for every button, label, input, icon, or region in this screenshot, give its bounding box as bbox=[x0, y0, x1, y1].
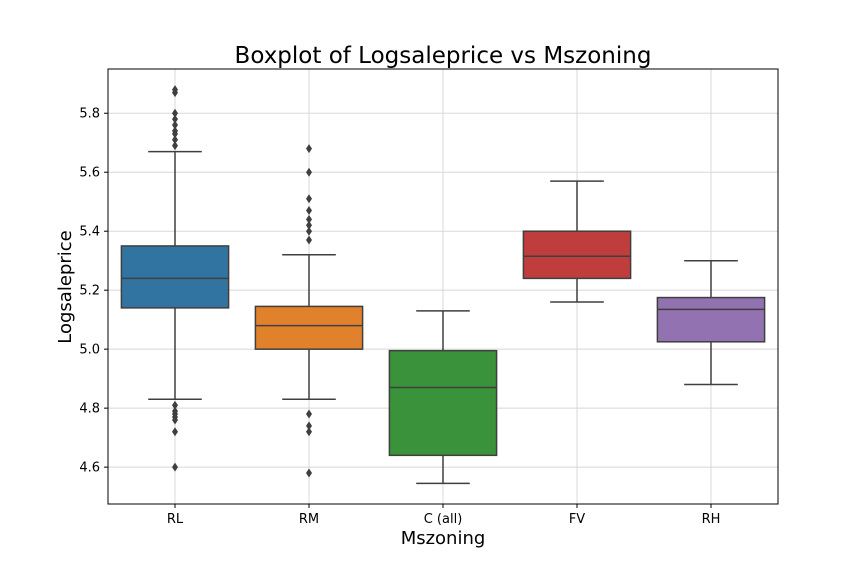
y-tick-label: 5.4 bbox=[79, 225, 100, 240]
outlier-point bbox=[172, 141, 178, 151]
y-tick-label: 5.2 bbox=[79, 284, 100, 299]
outlier-point bbox=[172, 114, 178, 124]
box-group-rh bbox=[656, 259, 766, 386]
x-tick-label: RM bbox=[299, 512, 319, 527]
y-tick-label: 5.6 bbox=[79, 166, 100, 181]
x-tick-labels: RL RM C (all) FV RH bbox=[167, 504, 721, 527]
y-tick-label: 5.0 bbox=[79, 343, 100, 358]
box-group-rl bbox=[120, 85, 230, 472]
x-tick-label: C (all) bbox=[424, 512, 463, 527]
box-group-c-all- bbox=[388, 310, 498, 485]
box-body bbox=[254, 305, 364, 350]
outlier-point bbox=[172, 427, 178, 437]
x-tick-label: RH bbox=[702, 512, 721, 527]
box-group-fv bbox=[522, 180, 632, 303]
outlier-point bbox=[306, 409, 312, 419]
outlier-point bbox=[172, 400, 178, 410]
boxes bbox=[120, 85, 766, 485]
outlier-point bbox=[306, 220, 312, 230]
outlier-point bbox=[172, 135, 178, 145]
box-body bbox=[120, 245, 230, 309]
box-body bbox=[522, 230, 632, 280]
outlier-point bbox=[306, 468, 312, 478]
y-tick-label: 4.8 bbox=[79, 402, 100, 417]
y-tick-label: 4.6 bbox=[79, 461, 100, 476]
x-tick-label: RL bbox=[167, 512, 184, 527]
box-body bbox=[388, 349, 498, 457]
outlier-point bbox=[172, 129, 178, 139]
chart-title: Boxplot of Logsaleprice vs Mszoning bbox=[235, 43, 652, 69]
outlier-point bbox=[306, 144, 312, 154]
x-axis-label: Mszoning bbox=[401, 528, 486, 549]
outlier-point bbox=[306, 206, 312, 216]
outlier-point bbox=[306, 427, 312, 437]
outlier-point bbox=[306, 226, 312, 236]
outlier-point bbox=[172, 88, 178, 98]
y-tick-label: 5.8 bbox=[79, 107, 100, 122]
outlier-point bbox=[172, 120, 178, 130]
x-tick-label: FV bbox=[569, 512, 585, 527]
outlier-point bbox=[306, 194, 312, 204]
y-axis-label: Logsaleprice bbox=[55, 230, 76, 343]
box-body bbox=[656, 296, 766, 343]
outlier-point bbox=[306, 167, 312, 177]
outlier-point bbox=[306, 421, 312, 431]
y-tick-labels: 4.6 4.8 5.0 5.2 5.4 5.6 5.8 bbox=[79, 107, 108, 476]
outlier-point bbox=[172, 462, 178, 472]
outlier-point bbox=[306, 214, 312, 224]
outlier-point bbox=[172, 415, 178, 425]
box-group-rm bbox=[254, 144, 364, 478]
outlier-point bbox=[306, 235, 312, 245]
outlier-point bbox=[172, 108, 178, 118]
